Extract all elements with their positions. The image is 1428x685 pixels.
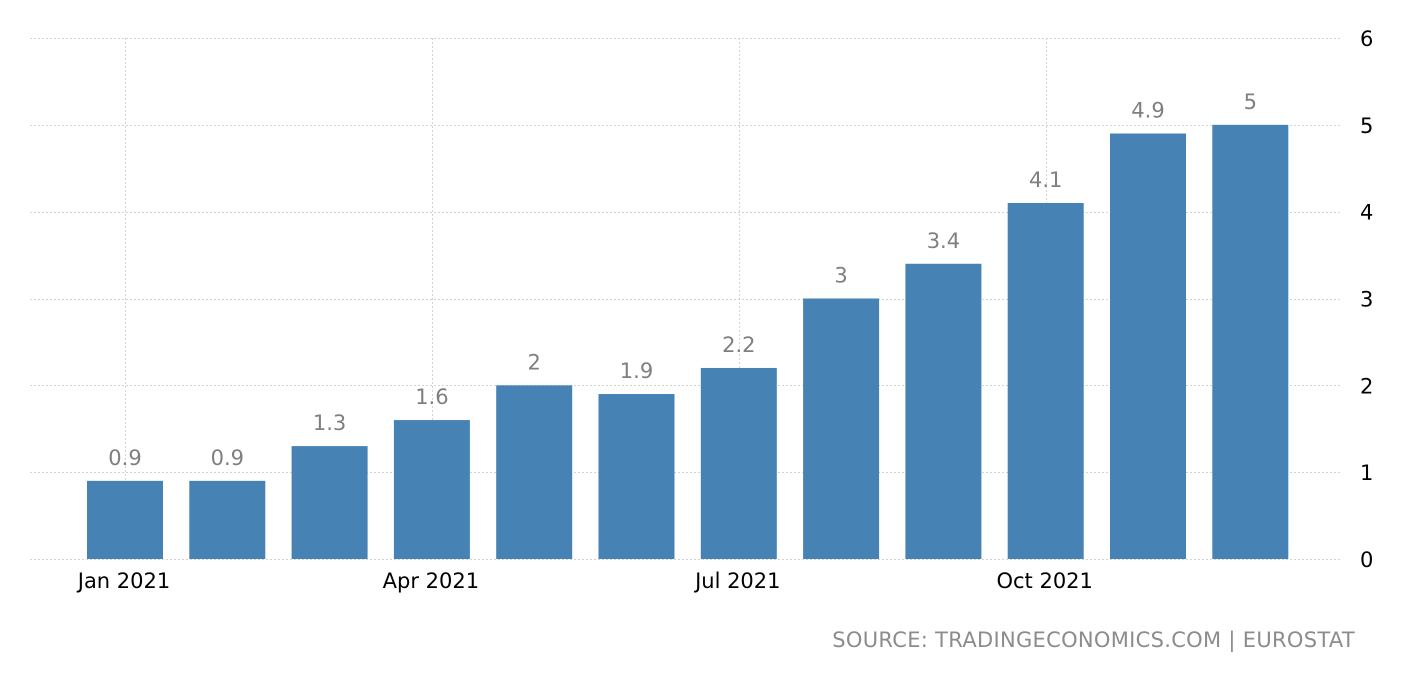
bar-value-label: 3.4 (927, 229, 960, 253)
bar (393, 420, 470, 559)
bar-value-label: 1.6 (415, 385, 448, 409)
bar-value-label: 4.1 (1029, 168, 1062, 192)
bar-value-label: 1.3 (313, 411, 346, 435)
bar-value-label: 1.9 (620, 359, 653, 383)
y-tick-label: 3 (1360, 288, 1373, 312)
bar (1212, 124, 1289, 559)
bar (87, 480, 163, 559)
x-tick-label: Jul 2021 (693, 569, 780, 593)
bar (803, 298, 880, 559)
bar-value-label: 3 (834, 264, 847, 288)
source-note: SOURCE: TRADINGECONOMICS.COM | EUROSTAT (832, 628, 1355, 652)
y-tick-label: 0 (1360, 548, 1373, 572)
y-tick-label: 1 (1360, 461, 1373, 485)
bar (700, 367, 777, 559)
bar-value-label: 2.2 (722, 333, 755, 357)
bar (1110, 133, 1186, 559)
x-tick-label: Oct 2021 (996, 569, 1092, 593)
y-tick-label: 4 (1360, 201, 1373, 225)
bar (905, 263, 982, 559)
x-tick-label: Apr 2021 (383, 569, 479, 593)
bar (291, 446, 368, 559)
bar (496, 385, 573, 559)
bar (598, 394, 675, 559)
bar-value-label: 0.9 (211, 446, 244, 470)
value-labels: 0.9 0.9 1.3 1.6 2 1.9 2.2 3 3.4 4.1 4.9 5 (108, 90, 1257, 470)
x-tick-label: Jan 2021 (76, 569, 171, 593)
y-tick-label: 5 (1360, 114, 1373, 138)
bar-value-label: 2 (528, 350, 541, 374)
x-axis: Jan 2021 Apr 2021 Jul 2021 Oct 2021 (76, 569, 1093, 593)
y-tick-label: 2 (1360, 374, 1373, 398)
y-axis: 0 1 2 3 4 5 6 (1360, 27, 1373, 572)
y-tick-label: 6 (1360, 27, 1373, 51)
bar-value-label: 5 (1244, 90, 1257, 114)
bar (189, 480, 266, 559)
bar-value-label: 4.9 (1131, 99, 1164, 123)
bars (87, 124, 1289, 559)
bar-value-label: 0.9 (108, 446, 141, 470)
bar (1007, 202, 1084, 559)
